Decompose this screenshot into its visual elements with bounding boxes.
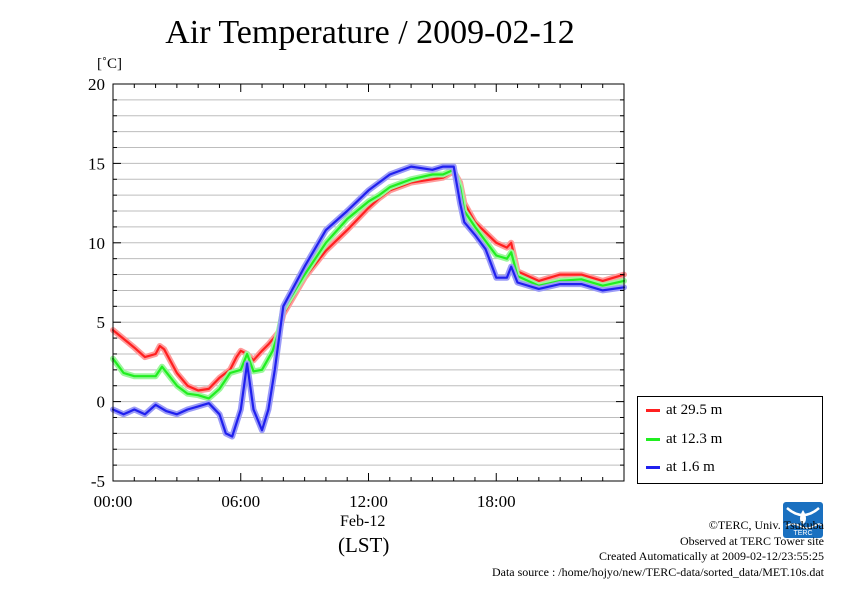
legend-item-1-6m: at 1.6 m bbox=[646, 457, 715, 477]
x-tick-label: 06:00 bbox=[221, 492, 260, 511]
legend-label-12-3m: at 12.3 m bbox=[666, 430, 723, 447]
legend-item-29-5m: at 29.5 m bbox=[646, 400, 722, 420]
x-tick-label: 18:00 bbox=[477, 492, 516, 511]
axis-ticks: -5 0 5 10 15 20 00:00 06:00 12:00 18:00 bbox=[88, 75, 625, 511]
terc-logo: TERC bbox=[783, 502, 823, 538]
credit-observed: Observed at TERC Tower site bbox=[679, 533, 824, 548]
series-line-2 bbox=[111, 165, 626, 438]
credits-block: ©TERC, Univ. Tsukuba Observed at TERC To… bbox=[492, 518, 824, 581]
legend-swatch-12-3m bbox=[646, 437, 660, 441]
y-tick-label: 10 bbox=[88, 234, 105, 253]
x-axis-unit-label: (LST) bbox=[338, 533, 390, 557]
series-line-0 bbox=[111, 170, 626, 392]
y-tick-label: 15 bbox=[88, 154, 105, 173]
y-tick-label: 0 bbox=[97, 393, 106, 412]
y-tick-label: 5 bbox=[97, 313, 106, 332]
credit-source: Data source : /home/hojyo/new/TERC-data/… bbox=[491, 565, 824, 580]
legend-label-29-5m: at 29.5 m bbox=[666, 401, 723, 418]
series-group bbox=[110, 163, 627, 440]
credit-created: Created Automatically at 2009-02-12/23:5… bbox=[599, 549, 824, 564]
legend: at 29.5 m at 12.3 m at 1.6 m bbox=[637, 396, 823, 484]
y-tick-label: -5 bbox=[91, 472, 105, 491]
x-tick-label: 00:00 bbox=[94, 492, 133, 511]
legend-label-1-6m: at 1.6 m bbox=[666, 458, 715, 475]
y-tick-label: 20 bbox=[88, 75, 105, 94]
legend-swatch-29-5m bbox=[646, 408, 660, 412]
x-tick-label: 12:00 bbox=[349, 492, 388, 511]
logo-text: TERC bbox=[793, 530, 812, 537]
legend-swatch-1-6m bbox=[646, 465, 660, 469]
x-axis-date-label: Feb-12 bbox=[340, 513, 386, 530]
legend-item-12-3m: at 12.3 m bbox=[646, 429, 722, 449]
chart-title: Air Temperature / 2009-02-12 bbox=[165, 14, 575, 51]
credit-copyright: ©TERC, Univ. Tsukuba bbox=[708, 518, 824, 532]
y-axis-unit-label: [˚C] bbox=[97, 56, 122, 72]
series-line-1 bbox=[111, 168, 626, 400]
